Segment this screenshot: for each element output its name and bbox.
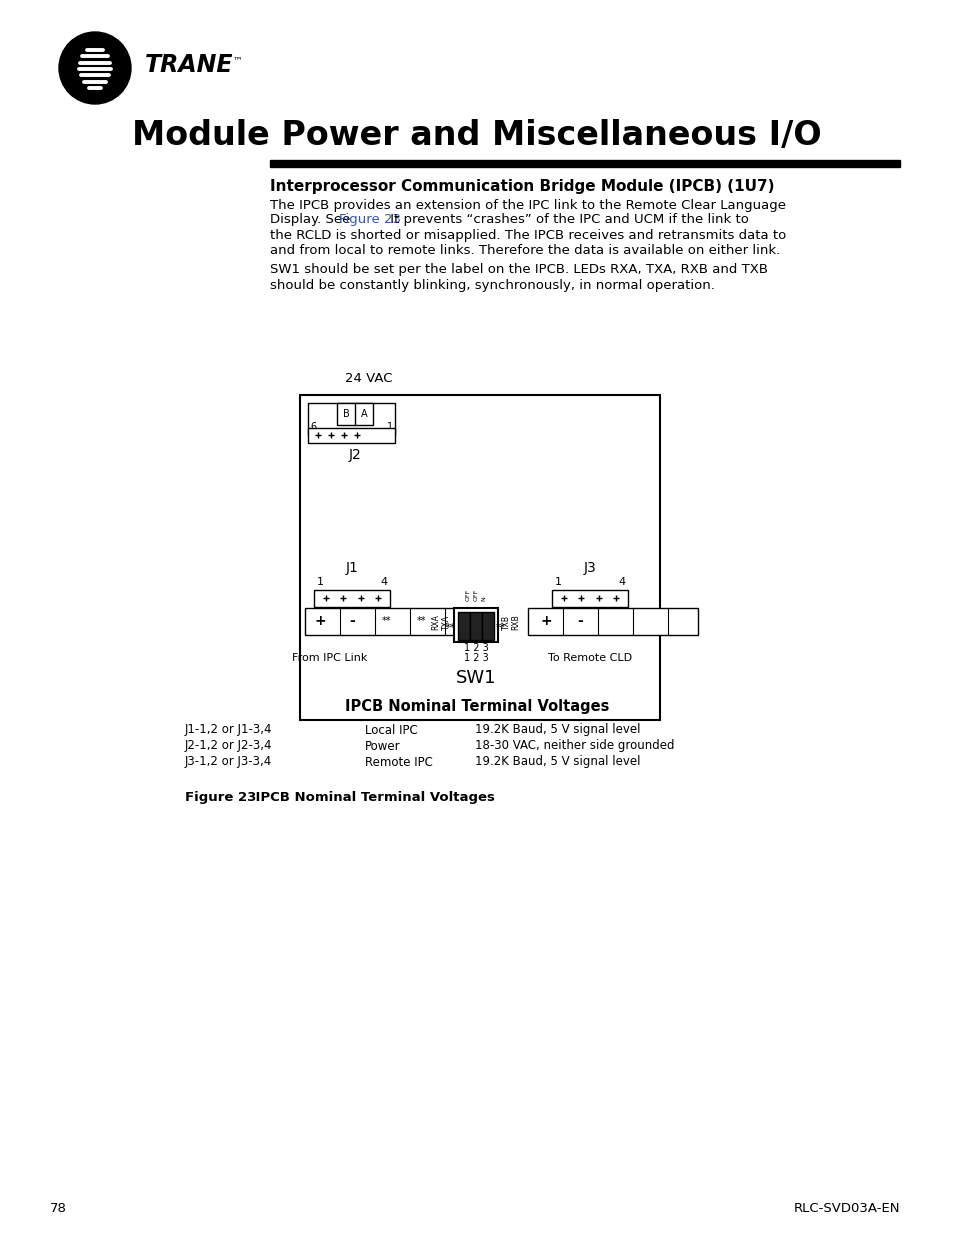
- Text: TXB: TXB: [501, 615, 510, 630]
- Text: Remote IPC: Remote IPC: [365, 756, 433, 768]
- Text: 1: 1: [387, 422, 393, 432]
- Text: -: -: [577, 614, 582, 629]
- Bar: [314, 590, 390, 606]
- Text: J2: J2: [348, 448, 361, 462]
- Text: N: N: [481, 597, 486, 601]
- Text: J1-1,2 or J1-3,4: J1-1,2 or J1-3,4: [185, 724, 273, 736]
- Text: OFF: OFF: [473, 589, 478, 601]
- Bar: [454, 608, 497, 642]
- Bar: [308, 403, 395, 435]
- Bar: [527, 608, 698, 635]
- Text: TXA: TXA: [441, 615, 450, 630]
- Text: **: **: [446, 622, 456, 634]
- Bar: [457, 613, 470, 640]
- Text: Interprocessor Communication Bridge Module (IPCB) (1U7): Interprocessor Communication Bridge Modu…: [270, 179, 774, 194]
- Text: 78: 78: [50, 1202, 67, 1214]
- Text: J3: J3: [583, 561, 596, 576]
- Text: 19.2K Baud, 5 V signal level: 19.2K Baud, 5 V signal level: [475, 724, 639, 736]
- Bar: [270, 161, 899, 167]
- Text: 24 VAC: 24 VAC: [345, 372, 392, 384]
- Text: -: -: [349, 614, 355, 629]
- Text: Power: Power: [365, 740, 400, 752]
- Ellipse shape: [59, 32, 131, 104]
- Text: From IPC Link: From IPC Link: [292, 653, 367, 663]
- Text: 1 2 3: 1 2 3: [463, 653, 488, 663]
- Text: +: +: [539, 614, 551, 629]
- Text: It prevents “crashes” of the IPC and UCM if the link to: It prevents “crashes” of the IPC and UCM…: [386, 214, 748, 226]
- Text: **: **: [496, 622, 505, 634]
- Text: 4: 4: [618, 577, 625, 587]
- Text: Figure 23: Figure 23: [338, 214, 400, 226]
- Text: IPCB Nominal Terminal Voltages: IPCB Nominal Terminal Voltages: [237, 792, 495, 804]
- Bar: [308, 429, 395, 443]
- Text: +: +: [314, 614, 326, 629]
- Bar: [470, 613, 481, 640]
- Text: Local IPC: Local IPC: [365, 724, 417, 736]
- Text: RXA: RXA: [431, 614, 440, 630]
- Text: J2-1,2 or J2-3,4: J2-1,2 or J2-3,4: [185, 740, 273, 752]
- Text: Module Power and Miscellaneous I/O: Module Power and Miscellaneous I/O: [132, 119, 821, 152]
- Bar: [336, 403, 373, 425]
- Text: 19.2K Baud, 5 V signal level: 19.2K Baud, 5 V signal level: [475, 756, 639, 768]
- Text: and from local to remote links. Therefore the data is available on either link.: and from local to remote links. Therefor…: [270, 243, 780, 257]
- Bar: [299, 395, 659, 720]
- Text: 1 2 3: 1 2 3: [463, 643, 488, 653]
- Text: should be constantly blinking, synchronously, in normal operation.: should be constantly blinking, synchrono…: [270, 279, 714, 291]
- Text: The IPCB provides an extension of the IPC link to the Remote Clear Language: The IPCB provides an extension of the IP…: [270, 199, 785, 211]
- Bar: [305, 608, 479, 635]
- Text: **: **: [382, 616, 392, 626]
- Text: J1: J1: [345, 561, 358, 576]
- Text: SW1 should be set per the label on the IPCB. LEDs RXA, TXA, RXB and TXB: SW1 should be set per the label on the I…: [270, 263, 767, 277]
- Text: RXB: RXB: [511, 614, 520, 630]
- Text: the RCLD is shorted or misapplied. The IPCB receives and retransmits data to: the RCLD is shorted or misapplied. The I…: [270, 228, 785, 242]
- Text: J3-1,2 or J3-3,4: J3-1,2 or J3-3,4: [185, 756, 272, 768]
- Bar: [552, 590, 627, 606]
- Text: 4: 4: [380, 577, 387, 587]
- Text: 6: 6: [310, 422, 315, 432]
- Text: B: B: [342, 409, 349, 419]
- Text: ™: ™: [233, 56, 242, 65]
- Text: IPCB Nominal Terminal Voltages: IPCB Nominal Terminal Voltages: [344, 699, 609, 714]
- Text: 1: 1: [554, 577, 561, 587]
- Text: TRANE: TRANE: [145, 53, 233, 77]
- Text: A: A: [360, 409, 367, 419]
- Text: SW1: SW1: [456, 669, 496, 687]
- Text: OFF: OFF: [465, 589, 470, 601]
- Bar: [481, 613, 494, 640]
- Text: **: **: [416, 616, 426, 626]
- Text: RLC-SVD03A-EN: RLC-SVD03A-EN: [793, 1202, 899, 1214]
- Text: To Remote CLD: To Remote CLD: [547, 653, 632, 663]
- Text: Display. See: Display. See: [270, 214, 355, 226]
- Text: Figure 23: Figure 23: [185, 792, 256, 804]
- Text: 18-30 VAC, neither side grounded: 18-30 VAC, neither side grounded: [475, 740, 674, 752]
- Text: 1: 1: [316, 577, 323, 587]
